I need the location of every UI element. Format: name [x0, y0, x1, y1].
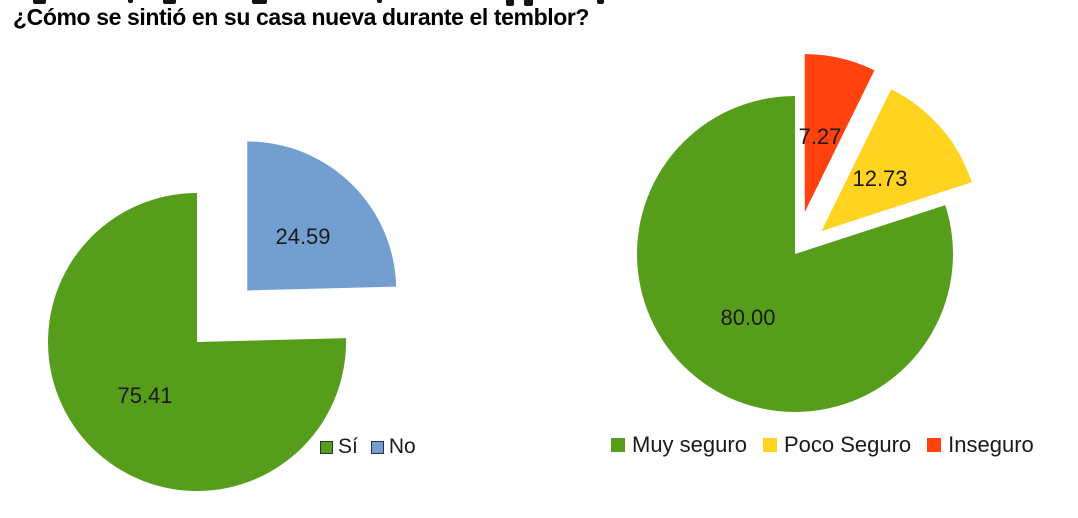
data-label-inseguro: 7.27: [799, 124, 842, 149]
legend-label-muy-seguro: Muy seguro: [632, 432, 747, 457]
text-fragment: [33, 0, 46, 4]
data-label-poco-seguro: 12.73: [852, 166, 907, 191]
pie-slice-muy-seguro: [637, 96, 954, 412]
text-fragment: [524, 0, 533, 6]
legend-label-si: Sí: [338, 435, 358, 458]
data-label-si: 75.41: [117, 383, 172, 408]
pie-slice-poco-seguro: [821, 89, 972, 232]
text-fragment: [128, 0, 133, 3]
legend-swatch-si: [320, 440, 333, 454]
pie-slice-sí: [47, 193, 346, 491]
pie-chart-si-no: 75.41 24.59: [47, 141, 397, 491]
legend-swatch-no: [370, 440, 384, 454]
legend-item-muy-seguro: Muy seguro: [611, 432, 747, 458]
text-fragment: [597, 0, 604, 4]
text-fragment: [506, 0, 514, 6]
chart-title: ¿Cómo se sintió en su casa nueva durante…: [13, 4, 590, 30]
pie-chart-seguridad: 80.00 12.73 7.27: [637, 54, 972, 412]
legend-item-poco-seguro: Poco Seguro: [762, 432, 912, 458]
legend-swatch-poco-seguro: [762, 438, 777, 452]
pie-slice-no: [247, 141, 397, 291]
legend-swatch-muy-seguro: [611, 438, 625, 452]
legend-label-no: No: [388, 435, 416, 458]
legend-si-no: Sí No: [320, 435, 416, 459]
pie-slices: [637, 54, 972, 412]
legend-item-inseguro: Inseguro: [927, 432, 1034, 458]
text-fragment: [163, 0, 176, 4]
legend-seguridad: Muy seguro Poco Seguro Inseguro: [611, 432, 1034, 458]
legend-label-poco-seguro: Poco Seguro: [783, 432, 912, 457]
text-fragment: [252, 0, 267, 4]
legend-item-no: No: [370, 435, 416, 459]
data-label-no: 24.59: [275, 224, 330, 249]
pie-slice-inseguro: [804, 54, 875, 213]
pie-slices: [47, 141, 397, 491]
legend-label-inseguro: Inseguro: [948, 432, 1034, 457]
legend-item-si: Sí: [320, 435, 358, 459]
text-fragment: [377, 0, 382, 3]
data-label-muy-seguro: 80.00: [720, 305, 775, 330]
legend-swatch-inseguro: [927, 438, 942, 452]
